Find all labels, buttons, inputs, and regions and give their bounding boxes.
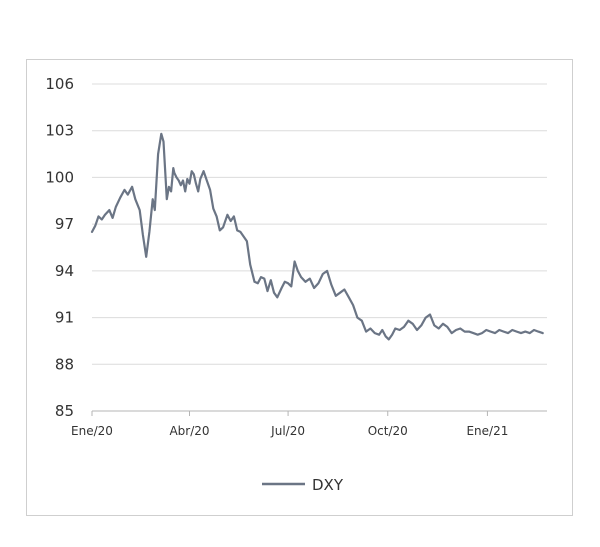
series-line-dxy [90,132,544,341]
x-tick-label: Oct/20 [368,424,408,438]
legend-label: DXY [312,476,344,494]
gridlines [92,83,547,365]
y-tick-label: 106 [45,75,74,93]
x-tick-label: Abr/20 [169,424,209,438]
y-tick-label: 97 [55,215,74,233]
y-axis-ticks: 106 103 100 97 94 91 88 85 [45,75,74,420]
y-tick-label: 100 [45,168,74,186]
x-axis-ticks: Ene/20 Abr/20 Jul/20 Oct/20 Ene/21 [71,411,508,438]
x-tick-label: Jul/20 [270,424,305,438]
y-tick-label: 91 [55,309,74,327]
x-tick-label: Ene/20 [71,424,113,438]
chart-frame [26,59,573,516]
y-tick-label: 85 [55,402,74,420]
y-tick-label: 88 [55,355,74,373]
series-layer [90,132,544,341]
legend: DXY [262,476,344,494]
x-tick-label: Ene/21 [466,424,508,438]
y-tick-label: 94 [55,262,74,280]
y-tick-label: 103 [45,122,74,140]
